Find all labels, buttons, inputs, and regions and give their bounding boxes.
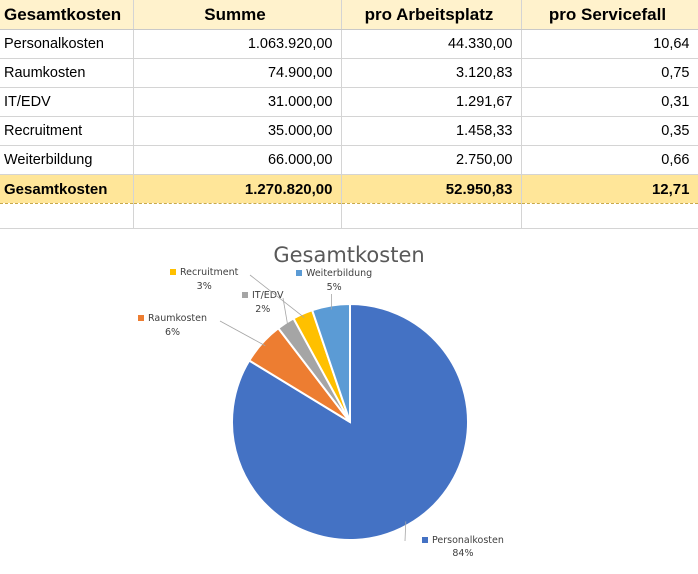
- category-label-it-edv: IT/EDV: [252, 290, 284, 301]
- arbeitsplatz-cell[interactable]: 44.330,00: [341, 29, 522, 59]
- summe-cell[interactable]: 66.000,00: [133, 145, 342, 175]
- row-label-cell[interactable]: Recruitment: [0, 116, 134, 146]
- table-row: Weiterbildung 66.000,00 2.750,00 0,66: [0, 145, 698, 175]
- summe-cell[interactable]: 74.900,00: [133, 58, 342, 88]
- empty-cell[interactable]: [341, 203, 522, 229]
- empty-cell[interactable]: [0, 203, 134, 229]
- row-label-cell[interactable]: IT/EDV: [0, 87, 134, 117]
- servicefall-cell[interactable]: 0,75: [521, 58, 698, 88]
- servicefall-cell[interactable]: 0,35: [521, 116, 698, 146]
- pie-slices: [231, 302, 469, 541]
- percent-label-weiterbildung: 5%: [327, 282, 342, 293]
- row-label-cell[interactable]: Personalkosten: [0, 29, 134, 59]
- summe-cell[interactable]: 1.063.920,00: [133, 29, 342, 59]
- row-label-cell[interactable]: Raumkosten: [0, 58, 134, 88]
- header-cell[interactable]: Summe: [133, 0, 342, 30]
- servicefall-cell[interactable]: 10,64: [521, 29, 698, 59]
- total-row: Gesamtkosten 1.270.820,00 52.950,83 12,7…: [0, 174, 698, 204]
- leader-line-it-edv: [282, 297, 289, 327]
- pie-slice-weiterbildung[interactable]: [310, 302, 351, 423]
- row-label-cell[interactable]: Weiterbildung: [0, 145, 134, 175]
- category-label-personalkosten: Personalkosten: [432, 535, 504, 546]
- leader-line-recruitment: [249, 274, 305, 318]
- label-swatch-raumkosten: [138, 315, 144, 321]
- arbeitsplatz-cell[interactable]: 1.458,33: [341, 116, 522, 146]
- label-swatch-personalkosten: [422, 537, 428, 543]
- percent-label-raumkosten: 6%: [165, 327, 180, 338]
- label-swatch-weiterbildung: [296, 270, 302, 276]
- pie-labels: Personalkosten 84% Raumkosten 6% IT/EDV 2% Rec…: [138, 267, 504, 559]
- table-row: Recruitment 35.000,00 1.458,33 0,35: [0, 116, 698, 146]
- table-row: IT/EDV 31.000,00 1.291,67 0,31: [0, 87, 698, 117]
- category-label-weiterbildung: Weiterbildung: [306, 268, 372, 279]
- table-row: Raumkosten 74.900,00 3.120,83 0,75: [0, 58, 698, 88]
- total-servicefall-cell[interactable]: 12,71: [521, 174, 698, 204]
- header-cell[interactable]: pro Servicefall: [521, 0, 698, 30]
- header-row: Gesamtkosten Summe pro Arbeitsplatz pro …: [0, 0, 698, 30]
- percent-label-personalkosten: 84%: [452, 548, 473, 559]
- servicefall-cell[interactable]: 0,31: [521, 87, 698, 117]
- percent-label-it-edv: 2%: [255, 304, 270, 315]
- header-cell[interactable]: pro Arbeitsplatz: [341, 0, 522, 30]
- chart-title: Gesamtkosten: [273, 243, 424, 267]
- cost-table: Gesamtkosten Summe pro Arbeitsplatz pro …: [0, 0, 698, 229]
- percent-label-recruitment: 3%: [197, 281, 212, 292]
- category-label-recruitment: Recruitment: [180, 267, 239, 278]
- empty-cell[interactable]: [133, 203, 342, 229]
- leader-line-raumkosten: [219, 320, 266, 347]
- arbeitsplatz-cell[interactable]: 2.750,00: [341, 145, 522, 175]
- summe-cell[interactable]: 35.000,00: [133, 116, 342, 146]
- header-cell[interactable]: Gesamtkosten: [0, 0, 134, 30]
- total-summe-cell[interactable]: 1.270.820,00: [133, 174, 342, 204]
- category-label-raumkosten: Raumkosten: [148, 313, 207, 324]
- summe-cell[interactable]: 31.000,00: [133, 87, 342, 117]
- total-label-cell[interactable]: Gesamtkosten: [0, 174, 134, 204]
- pie-chart[interactable]: Gesamtkosten Personalkosten 84% Raumkosten…: [0, 230, 698, 574]
- label-swatch-recruitment: [170, 269, 176, 275]
- empty-row: [0, 203, 698, 229]
- leader-line-personalkosten: [404, 521, 407, 542]
- empty-cell[interactable]: [521, 203, 698, 229]
- arbeitsplatz-cell[interactable]: 1.291,67: [341, 87, 522, 117]
- total-arbeitsplatz-cell[interactable]: 52.950,83: [341, 174, 522, 204]
- arbeitsplatz-cell[interactable]: 3.120,83: [341, 58, 522, 88]
- label-swatch-it-edv: [242, 292, 248, 298]
- table-row: Personalkosten 1.063.920,00 44.330,00 10…: [0, 29, 698, 59]
- servicefall-cell[interactable]: 0,66: [521, 145, 698, 175]
